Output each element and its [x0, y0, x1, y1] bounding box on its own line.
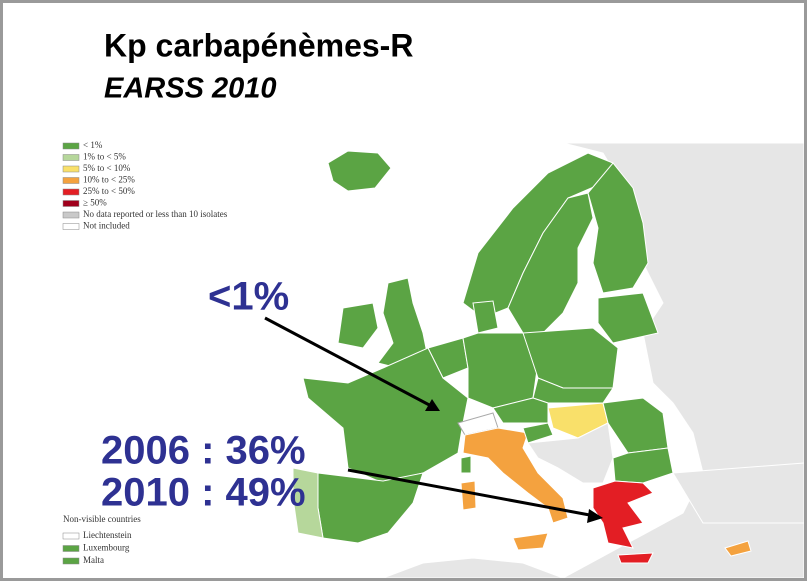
subtitle: EARSS 2010: [104, 73, 277, 105]
spain: [317, 472, 424, 544]
annotation: 2006 : 36%: [101, 429, 306, 473]
slovenia: [522, 422, 554, 444]
legend-label: 10% to < 25%: [83, 175, 135, 185]
legend-swatch: [62, 223, 80, 230]
legend-label: < 1%: [83, 140, 103, 150]
slide-canvas: Kp carbapénèmes-R EARSS 2010 < 1% 1% to <…: [62, 27, 804, 578]
legend-swatch: [62, 532, 80, 540]
north-africa: [382, 557, 564, 578]
ireland: [337, 302, 379, 349]
legend-swatch: [62, 188, 80, 196]
legend-swatch: [62, 211, 80, 219]
non-visible-legend: Non-visible countries Liechtenstein Luxemb…: [62, 514, 141, 565]
turkey: [672, 462, 804, 524]
legend-label: Liechtenstein: [83, 530, 132, 540]
finland: [587, 162, 649, 294]
legend-swatch: [62, 545, 80, 552]
iceland: [327, 150, 392, 192]
legend-label: 5% to < 10%: [83, 163, 131, 173]
arrow-head: [425, 399, 440, 411]
map: [292, 142, 804, 578]
legend-label: Luxembourg: [83, 543, 130, 553]
arrow: [264, 316, 436, 410]
sardinia: [460, 480, 477, 511]
title: Kp carbapénèmes-R: [104, 27, 413, 63]
balkans: [527, 422, 614, 484]
non-visible-title: Non-visible countries: [63, 514, 141, 524]
annotation: 2010 : 49%: [101, 471, 306, 515]
romania: [602, 397, 669, 454]
legend-label: ≥ 50%: [83, 198, 107, 208]
sicily: [512, 532, 549, 551]
legend-label: 1% to < 5%: [83, 152, 126, 162]
legend: < 1% 1% to < 5%5% to < 10% 10% to < 25%25%…: [62, 140, 228, 231]
arrow-head: [587, 509, 603, 523]
greece: [592, 480, 654, 549]
annotation: <1%: [208, 275, 289, 319]
legend-swatch: [62, 154, 80, 161]
france: [302, 347, 469, 484]
legend-label: No data reported or less than 10 isolate…: [83, 209, 228, 219]
arrow: [347, 468, 596, 518]
cyprus: [724, 540, 752, 557]
crete: [617, 552, 654, 564]
denmark: [472, 300, 499, 334]
legend-swatch: [62, 142, 80, 150]
legend-swatch: [62, 165, 80, 173]
legend-label: Malta: [83, 555, 104, 565]
portugal: [292, 467, 324, 539]
bulgaria: [612, 447, 674, 484]
corsica: [460, 455, 472, 474]
legend-swatch: [62, 200, 80, 207]
legend-label: 25% to < 50%: [83, 186, 135, 196]
austria: [492, 397, 549, 424]
baltics: [597, 292, 659, 344]
legend-swatch: [62, 177, 80, 184]
legend-swatch: [62, 557, 80, 565]
legend-label: Not included: [83, 221, 130, 231]
